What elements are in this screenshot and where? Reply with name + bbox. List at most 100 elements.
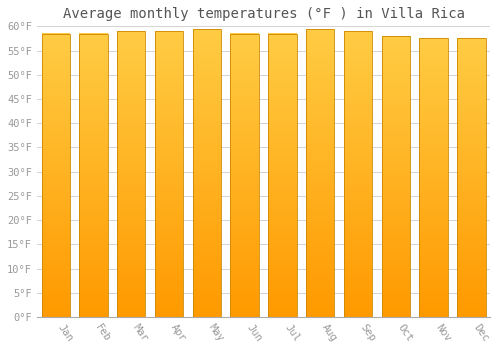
Bar xyxy=(420,122,448,125)
Bar xyxy=(117,303,145,306)
Bar xyxy=(457,49,486,52)
Bar xyxy=(230,82,259,85)
Bar xyxy=(306,60,334,63)
Bar xyxy=(117,57,145,60)
Bar xyxy=(230,104,259,107)
Bar xyxy=(306,213,334,216)
Bar xyxy=(192,271,221,274)
Bar xyxy=(230,34,259,317)
Bar xyxy=(306,164,334,167)
Bar xyxy=(344,122,372,126)
Bar xyxy=(155,297,183,300)
Bar xyxy=(382,303,410,306)
Bar xyxy=(268,88,296,90)
Bar xyxy=(306,159,334,161)
Bar xyxy=(192,182,221,184)
Bar xyxy=(457,158,486,161)
Bar xyxy=(192,98,221,101)
Bar xyxy=(42,170,70,173)
Bar xyxy=(344,240,372,243)
Bar xyxy=(420,264,448,267)
Bar xyxy=(155,257,183,260)
Bar xyxy=(192,285,221,288)
Bar xyxy=(155,280,183,283)
Bar xyxy=(80,150,108,153)
Bar xyxy=(42,153,70,155)
Bar xyxy=(192,288,221,291)
Bar xyxy=(420,167,448,169)
Bar xyxy=(117,31,145,317)
Bar xyxy=(42,292,70,294)
Bar xyxy=(382,179,410,182)
Bar xyxy=(457,133,486,136)
Bar xyxy=(420,233,448,236)
Bar xyxy=(268,263,296,266)
Bar xyxy=(117,142,145,146)
Bar xyxy=(80,102,108,104)
Bar xyxy=(457,38,486,317)
Bar xyxy=(155,142,183,146)
Bar xyxy=(192,178,221,182)
Bar xyxy=(42,232,70,235)
Bar xyxy=(192,43,221,46)
Bar xyxy=(306,72,334,75)
Bar xyxy=(382,106,410,109)
Bar xyxy=(344,314,372,317)
Bar xyxy=(420,278,448,281)
Bar xyxy=(192,303,221,306)
Bar xyxy=(382,151,410,154)
Bar xyxy=(192,300,221,303)
Bar xyxy=(42,269,70,272)
Bar xyxy=(382,250,410,252)
Bar xyxy=(457,289,486,292)
Bar xyxy=(344,197,372,200)
Bar xyxy=(344,128,372,131)
Bar xyxy=(268,274,296,278)
Bar xyxy=(457,256,486,259)
Bar xyxy=(420,89,448,91)
Bar xyxy=(80,255,108,258)
Bar xyxy=(382,103,410,106)
Bar xyxy=(117,288,145,291)
Bar xyxy=(382,295,410,298)
Bar xyxy=(155,120,183,122)
Bar xyxy=(230,173,259,175)
Bar xyxy=(230,164,259,167)
Bar xyxy=(457,247,486,250)
Bar xyxy=(457,261,486,264)
Bar xyxy=(306,233,334,236)
Bar xyxy=(117,37,145,40)
Bar xyxy=(420,136,448,139)
Bar xyxy=(344,140,372,143)
Bar xyxy=(306,49,334,52)
Bar xyxy=(344,111,372,114)
Bar xyxy=(80,173,108,175)
Bar xyxy=(117,108,145,111)
Bar xyxy=(80,36,108,39)
Bar xyxy=(155,100,183,103)
Bar xyxy=(230,119,259,121)
Bar xyxy=(42,218,70,221)
Bar xyxy=(42,289,70,292)
Bar xyxy=(192,306,221,308)
Bar xyxy=(80,164,108,167)
Bar xyxy=(117,311,145,314)
Bar xyxy=(382,264,410,266)
Bar xyxy=(457,205,486,208)
Bar xyxy=(382,56,410,58)
Bar xyxy=(155,174,183,177)
Bar xyxy=(457,272,486,275)
Bar xyxy=(117,103,145,105)
Bar xyxy=(80,167,108,170)
Bar xyxy=(344,157,372,160)
Bar xyxy=(230,181,259,184)
Bar xyxy=(344,168,372,171)
Bar xyxy=(382,272,410,275)
Bar xyxy=(155,83,183,85)
Bar xyxy=(42,150,70,153)
Bar xyxy=(306,176,334,178)
Bar xyxy=(344,205,372,209)
Bar xyxy=(80,119,108,121)
Bar xyxy=(457,80,486,83)
Bar xyxy=(155,208,183,211)
